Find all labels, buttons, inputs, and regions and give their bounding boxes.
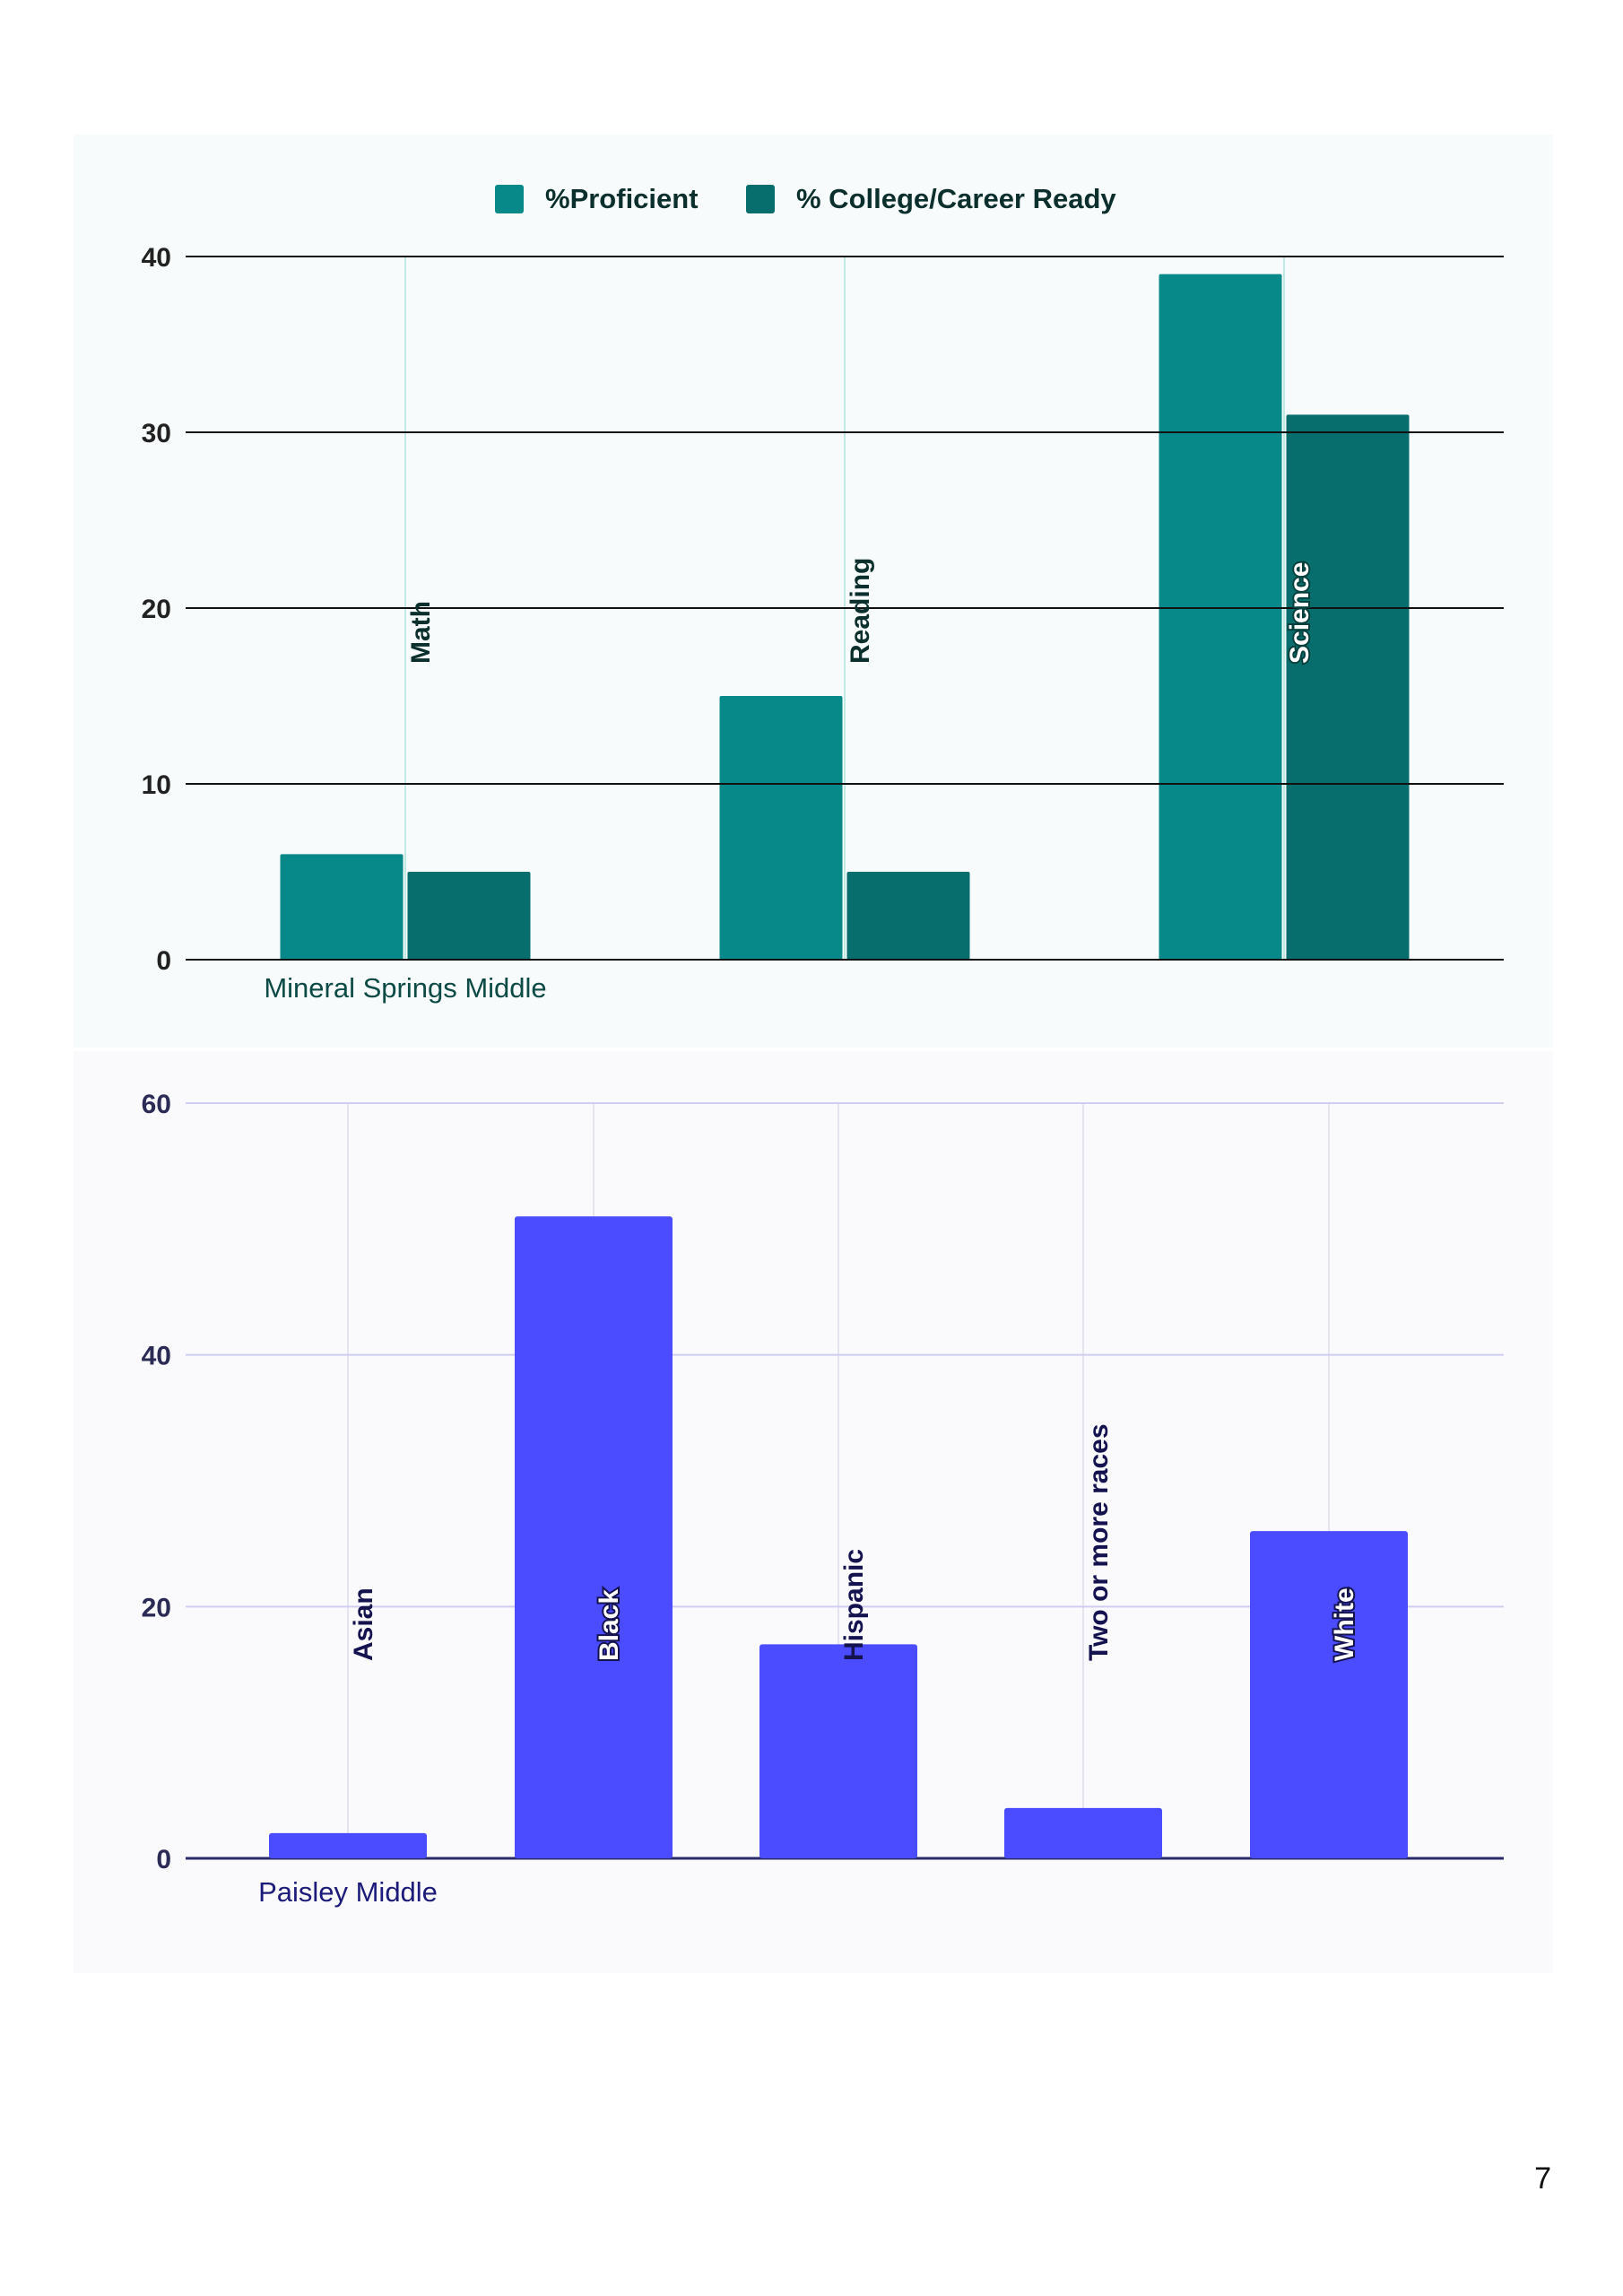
x-axis-label: Paisley Middle [258, 1876, 438, 1908]
chart-paisley-svg: 0 20 40 60 Asian Black Hispanic Two or more rac… [142, 1090, 1504, 1908]
bar-math-series-1 [280, 854, 404, 960]
y-tick-label: 60 [142, 1090, 171, 1119]
legend-swatch-1 [495, 185, 524, 213]
legend-swatch-2 [746, 185, 775, 213]
chart-paisley: 0 20 40 60 Asian Black Hispanic Two or more rac… [74, 1051, 1553, 1973]
bar-science-series-2 [1286, 414, 1410, 960]
y-tick-label: 20 [142, 1593, 171, 1622]
category-label-reading: Reading [846, 558, 875, 664]
bar-white [1250, 1531, 1408, 1858]
bar-reading-series-1 [719, 696, 843, 960]
bar-black [515, 1216, 673, 1858]
y-tick-label: 40 [142, 1342, 171, 1371]
category-label-hispanic: Hispanic [839, 1549, 869, 1661]
category-label-science: Science [1285, 562, 1315, 664]
legend-label-2: % College/Career Ready [796, 183, 1116, 214]
y-tick-label: 0 [156, 1845, 171, 1874]
y-tick-label: 40 [142, 243, 171, 273]
bar-science-series-1 [1159, 274, 1282, 961]
legend-label-1: %Proficient [545, 183, 699, 214]
category-label-asian: Asian [349, 1587, 378, 1661]
category-label-white: White [1330, 1587, 1359, 1661]
bar-asian [269, 1832, 427, 1858]
bar-two-or-more-races [1004, 1807, 1162, 1858]
chart-mineral-springs: %Proficient % College/Career Ready 0 10 20 30… [74, 135, 1553, 1048]
page-number: 7 [1534, 2161, 1551, 2196]
x-axis-label: Mineral Springs Middle [264, 972, 546, 1004]
category-label-black: Black [595, 1589, 624, 1661]
y-tick-label: 20 [142, 595, 171, 624]
bar-math-series-2 [407, 872, 531, 960]
y-tick-label: 0 [156, 946, 171, 976]
bar-hispanic [759, 1644, 917, 1858]
category-label-math: Math [406, 601, 436, 664]
y-tick-label: 30 [142, 419, 171, 448]
chart-mineral-springs-svg: %Proficient % College/Career Ready 0 10 20 30… [142, 183, 1504, 1004]
category-label-two-or-more-races: Two or more races [1084, 1423, 1114, 1661]
bar-reading-series-2 [846, 872, 970, 960]
y-tick-label: 10 [142, 770, 171, 800]
